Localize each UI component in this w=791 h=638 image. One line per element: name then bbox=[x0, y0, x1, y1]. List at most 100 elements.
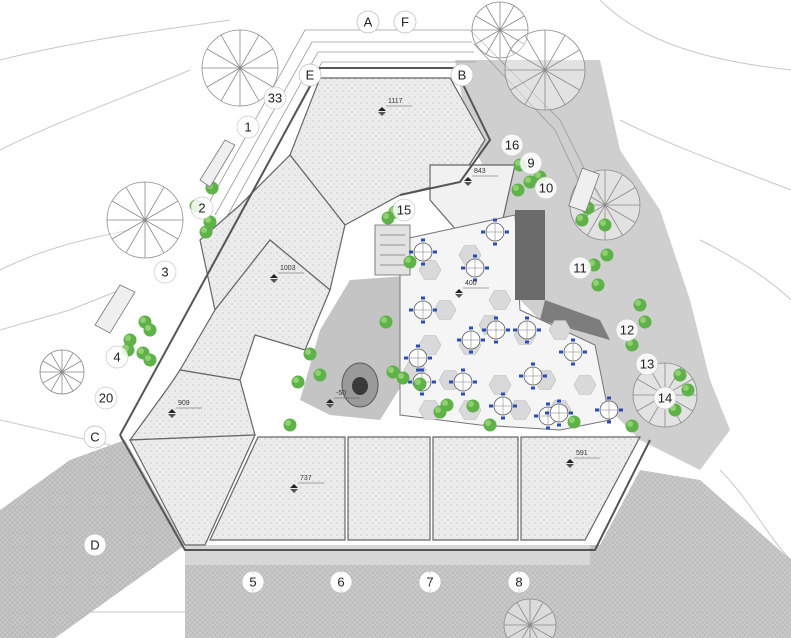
shrub-icon bbox=[466, 399, 480, 413]
elevation-markers: 1117 843 1003 400 909 -50 737 591 bbox=[168, 98, 600, 493]
callout: 33 bbox=[263, 86, 287, 110]
cafe-table-icon bbox=[409, 296, 437, 324]
shrub-icon bbox=[591, 278, 605, 292]
elevation-value: -50 bbox=[336, 390, 346, 397]
cafe-table-icon bbox=[545, 399, 573, 427]
level-marker-icon: 591 bbox=[566, 450, 600, 468]
callout-number: 12 bbox=[620, 322, 634, 337]
shrub-icon bbox=[199, 225, 213, 239]
cafe-table-icon bbox=[404, 344, 432, 372]
grid-axis-marker: A bbox=[356, 10, 380, 34]
shrub-icon bbox=[283, 418, 297, 432]
callout: 1 bbox=[236, 115, 260, 139]
roof-segments bbox=[119, 67, 651, 551]
grid-axis-label: 7 bbox=[426, 574, 433, 589]
shrub-icon bbox=[143, 353, 157, 367]
cafe-table-icon bbox=[519, 362, 547, 390]
shrub-icon bbox=[625, 419, 639, 433]
grid-axis-label: D bbox=[90, 537, 99, 552]
paving-hexagon bbox=[548, 320, 572, 340]
grid-axis-label: C bbox=[90, 429, 99, 444]
shrub-icon bbox=[203, 215, 217, 229]
callout: 15 bbox=[392, 198, 416, 222]
callout: 9 bbox=[519, 151, 543, 175]
callout: 11 bbox=[568, 256, 592, 280]
callout-number: 4 bbox=[113, 349, 120, 364]
level-marker-icon: 400 bbox=[455, 280, 489, 298]
shrub-icon bbox=[291, 375, 305, 389]
level-marker-icon: -50 bbox=[326, 390, 360, 408]
callout: 2 bbox=[190, 196, 214, 220]
tree-canopy-icon bbox=[471, 1, 529, 59]
callout-number: 9 bbox=[527, 155, 534, 170]
shrub-icon bbox=[143, 323, 157, 337]
grid-axis-label: E bbox=[306, 67, 315, 82]
cafe-table-icon bbox=[409, 238, 437, 266]
site-benches bbox=[94, 139, 600, 334]
elevation-value: 591 bbox=[576, 450, 588, 457]
shrub-icon bbox=[633, 298, 647, 312]
callout-number: 20 bbox=[99, 390, 113, 405]
level-marker-icon: 1003 bbox=[270, 265, 304, 283]
callout-number: 15 bbox=[397, 202, 411, 217]
callout: 20 bbox=[94, 386, 118, 410]
grid-axis-label: 6 bbox=[337, 574, 344, 589]
shrub-icon bbox=[673, 368, 687, 382]
cafe-table-icon bbox=[481, 218, 509, 246]
shrub-icon bbox=[600, 248, 614, 262]
paving-hexagon bbox=[488, 375, 512, 395]
callout: 3 bbox=[153, 260, 177, 284]
shrub-icon bbox=[567, 415, 581, 429]
shrub-icon bbox=[413, 377, 427, 391]
cafe-table-icon bbox=[449, 368, 477, 396]
elevation-value: 400 bbox=[465, 280, 477, 287]
shrub-icon bbox=[396, 371, 410, 385]
paving-hexagon bbox=[573, 375, 597, 395]
level-marker-icon: 737 bbox=[290, 475, 324, 493]
elevation-value: 737 bbox=[300, 475, 312, 482]
elevation-value: 1117 bbox=[388, 98, 403, 105]
tree-canopy-icon bbox=[201, 29, 279, 107]
elevation-value: 1003 bbox=[280, 265, 296, 272]
terraced-steps bbox=[204, 29, 601, 226]
cafe-table-icon bbox=[482, 316, 510, 344]
shrub-icon bbox=[625, 338, 639, 352]
callout: 13 bbox=[635, 352, 659, 376]
tree-canopy-icon bbox=[39, 349, 85, 395]
callout-number: 16 bbox=[505, 137, 519, 152]
cafe-tables bbox=[404, 218, 623, 430]
callout-number: 2 bbox=[198, 200, 205, 215]
cafe-table-icon bbox=[461, 254, 489, 282]
shrub-icon bbox=[511, 183, 525, 197]
grid-axis-label: F bbox=[401, 14, 409, 29]
grid-axis-label: A bbox=[364, 14, 373, 29]
shrub-icon bbox=[123, 333, 137, 347]
elevation-value: 843 bbox=[474, 168, 486, 175]
shrub-icon bbox=[381, 211, 395, 225]
tree-canopies bbox=[39, 1, 698, 638]
cafe-table-icon bbox=[513, 316, 541, 344]
grid-axis-marker: F bbox=[393, 10, 417, 34]
level-marker-icon: 1117 bbox=[378, 98, 412, 116]
shrub-icon bbox=[403, 255, 417, 269]
paving-hexagon bbox=[488, 290, 512, 310]
shrub-icon bbox=[386, 365, 400, 379]
callout-number: 33 bbox=[268, 90, 282, 105]
shrub-icon bbox=[681, 383, 695, 397]
callout-number: 3 bbox=[161, 264, 168, 279]
grid-axis-label: 5 bbox=[249, 574, 256, 589]
grid-axis-label: B bbox=[458, 67, 467, 82]
callout: 16 bbox=[500, 133, 524, 157]
shrub-icon bbox=[379, 315, 393, 329]
callout-number: 11 bbox=[573, 260, 587, 275]
callout: 4 bbox=[105, 345, 129, 369]
callout: 12 bbox=[615, 318, 639, 342]
shrub-icon bbox=[523, 175, 537, 189]
tree-canopy-icon bbox=[504, 29, 586, 111]
shrub-icon bbox=[313, 368, 327, 382]
shrub-icon bbox=[638, 315, 652, 329]
tree-canopy-icon bbox=[106, 181, 184, 259]
cafe-table-icon bbox=[559, 338, 587, 366]
